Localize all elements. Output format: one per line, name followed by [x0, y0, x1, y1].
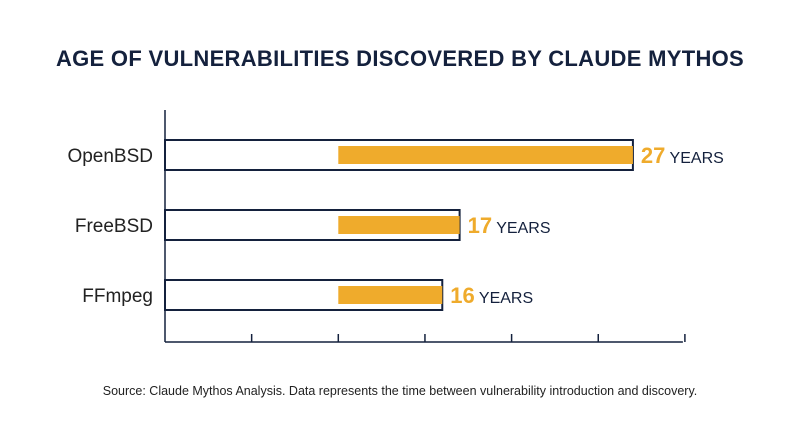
bar-fill: [338, 286, 443, 304]
value-label: 17 YEARS: [468, 213, 551, 238]
source-note: Source: Claude Mythos Analysis. Data rep…: [102, 384, 698, 398]
bar-fill: [338, 216, 460, 234]
chart-title: AGE OF VULNERABILITIES DISCOVERED BY CLA…: [55, 46, 745, 71]
category-label: FFmpeg: [82, 286, 153, 307]
value-label: 27 YEARS: [641, 143, 724, 168]
bar-fill: [338, 146, 633, 164]
category-label: OpenBSD: [67, 146, 153, 167]
category-label: FreeBSD: [75, 216, 153, 237]
value-label: 16 YEARS: [450, 283, 533, 308]
